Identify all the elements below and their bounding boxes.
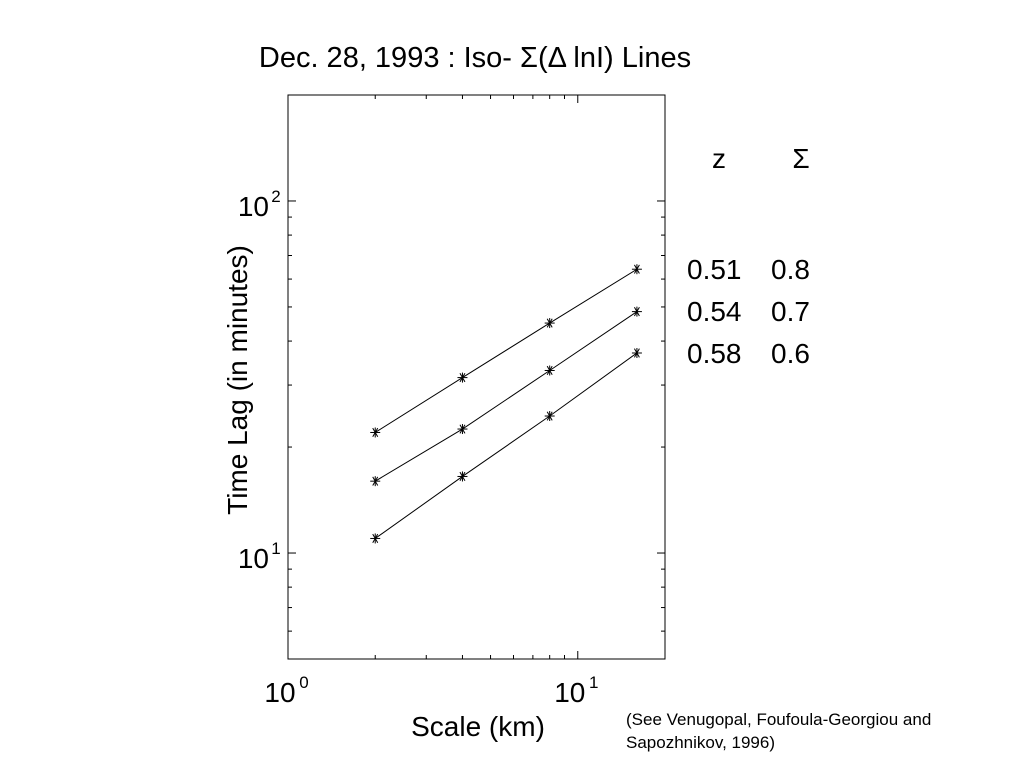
x-tick-exponent: 0 — [299, 673, 308, 692]
legend-header-z: z — [712, 143, 726, 174]
y-tick-exponent: 1 — [271, 539, 280, 558]
data-point — [370, 476, 381, 487]
data-point — [631, 264, 642, 275]
series-line — [374, 311, 638, 482]
data-point — [631, 347, 642, 358]
legend-z-value: 0.51 — [687, 254, 742, 285]
series-line — [374, 352, 638, 539]
x-tick-label: 10 0 — [264, 673, 308, 708]
citation: (See Venugopal, Foufoula-Georgiou and Sa… — [626, 710, 932, 752]
axis-ticks — [287, 94, 666, 660]
y-tick-base: 10 — [238, 191, 269, 222]
x-tick-labels: 10 0 10 1 — [264, 673, 598, 708]
legend-z-value: 0.58 — [687, 338, 742, 369]
data-point — [544, 411, 555, 422]
x-tick-exponent: 1 — [589, 673, 598, 692]
data-point — [544, 318, 555, 329]
chart-title: Dec. 28, 1993 : Iso- Σ(Δ lnI) Lines — [259, 42, 691, 74]
data-point — [457, 424, 468, 435]
data-point — [370, 533, 381, 544]
legend-table: z Σ 0.51 0.8 0.54 0.7 0.58 0.6 — [687, 143, 810, 369]
legend-sigma-value: 0.8 — [771, 254, 810, 285]
y-tick-exponent: 2 — [271, 187, 280, 206]
legend-sigma-value: 0.6 — [771, 338, 810, 369]
data-point — [370, 427, 381, 438]
x-tick-base: 10 — [554, 677, 585, 708]
y-axis-label: Time Lag (in minutes) — [222, 245, 253, 515]
data-point — [631, 306, 642, 317]
legend-header-sigma: Σ — [792, 143, 809, 174]
series-line — [374, 268, 638, 433]
data-point — [544, 365, 555, 376]
x-tick-label: 10 1 — [554, 673, 598, 708]
plot-frame — [287, 94, 666, 660]
legend-sigma-value: 0.7 — [771, 296, 810, 327]
legend-z-value: 0.54 — [687, 296, 742, 327]
data-point — [457, 471, 468, 482]
x-tick-base: 10 — [264, 677, 295, 708]
series-layer — [370, 264, 642, 544]
data-point — [457, 372, 468, 383]
x-axis-label: Scale (km) — [411, 711, 545, 742]
y-tick-label: 10 2 — [238, 187, 281, 222]
y-tick-label: 10 1 — [238, 539, 281, 574]
y-tick-base: 10 — [238, 543, 269, 574]
